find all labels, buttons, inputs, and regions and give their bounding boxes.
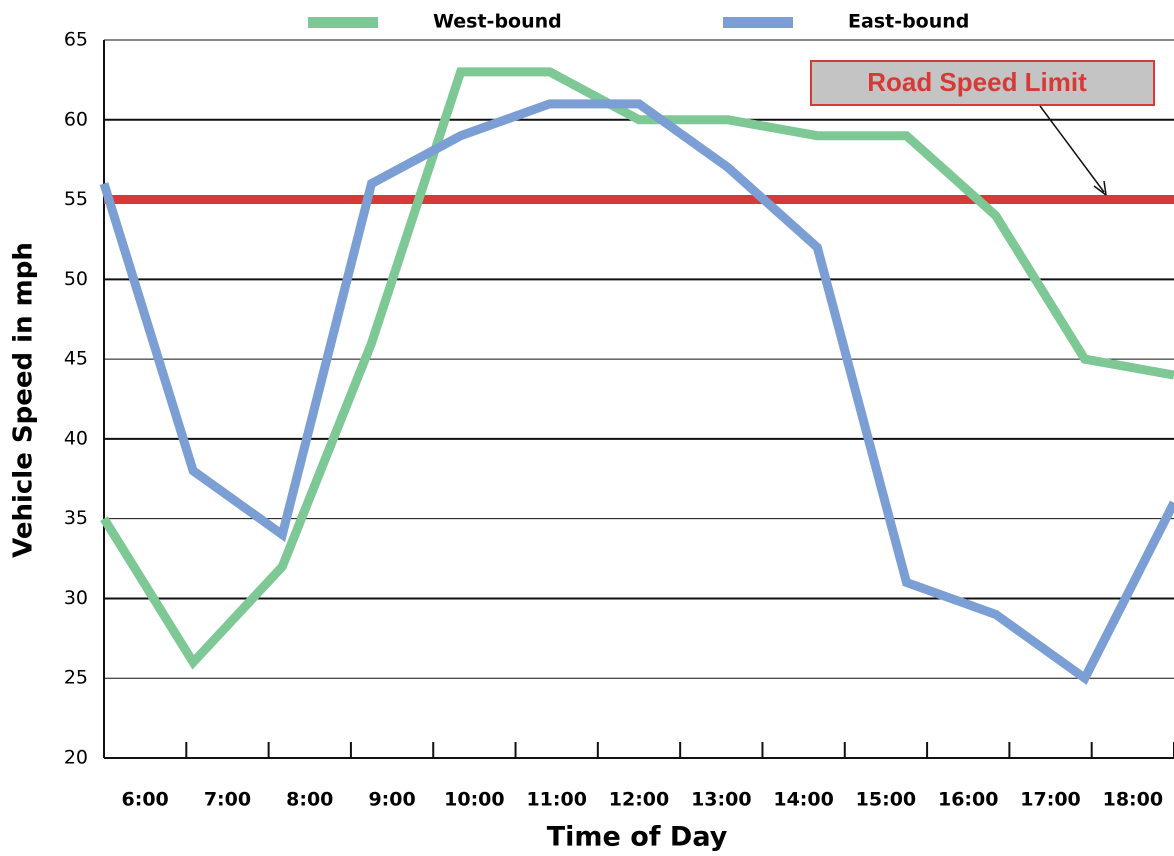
annotation-arrow: [1039, 105, 1105, 193]
x-tick-label: 9:00: [368, 789, 415, 811]
x-tick-label: 17:00: [1020, 789, 1080, 811]
x-tick-label: 7:00: [204, 789, 251, 811]
x-tick-label: 13:00: [691, 789, 751, 811]
y-tick-label: 25: [64, 667, 88, 689]
x-tick-label: 8:00: [286, 789, 333, 811]
legend-swatch: [308, 17, 378, 28]
y-tick-label: 40: [64, 427, 88, 449]
y-tick-label: 35: [64, 507, 88, 529]
annotation-arrowhead: [1093, 180, 1107, 196]
y-tick-label: 65: [64, 29, 88, 51]
y-tick-label: 60: [64, 108, 88, 130]
data-line: [99, 99, 1174, 685]
x-tick-label: 16:00: [938, 789, 998, 811]
x-tick-label: 11:00: [526, 789, 586, 811]
annotation-box: [810, 60, 1155, 106]
y-tick-label: 45: [64, 348, 88, 370]
annotation-text: Road Speed Limit: [867, 67, 1087, 97]
y-tick-label: 50: [64, 268, 88, 290]
data-line: [100, 67, 1174, 670]
legend-swatch: [723, 17, 793, 28]
x-tick-label: 12:00: [609, 789, 669, 811]
x-tick-label: 15:00: [856, 789, 916, 811]
y-tick-label: 55: [64, 188, 88, 210]
y-axis-title: Vehicle Speed in mph: [9, 242, 39, 558]
x-tick-label: 18:00: [1103, 789, 1163, 811]
legend-label: West-bound: [433, 11, 562, 33]
y-tick-label: 30: [64, 587, 88, 609]
y-tick-label: 20: [64, 747, 88, 769]
x-tick-label: 6:00: [122, 789, 169, 811]
x-tick-label: 14:00: [773, 789, 833, 811]
x-tick-label: 10:00: [444, 789, 504, 811]
x-axis-title: Time of Day: [547, 822, 728, 853]
legend-label: East-bound: [848, 11, 969, 33]
